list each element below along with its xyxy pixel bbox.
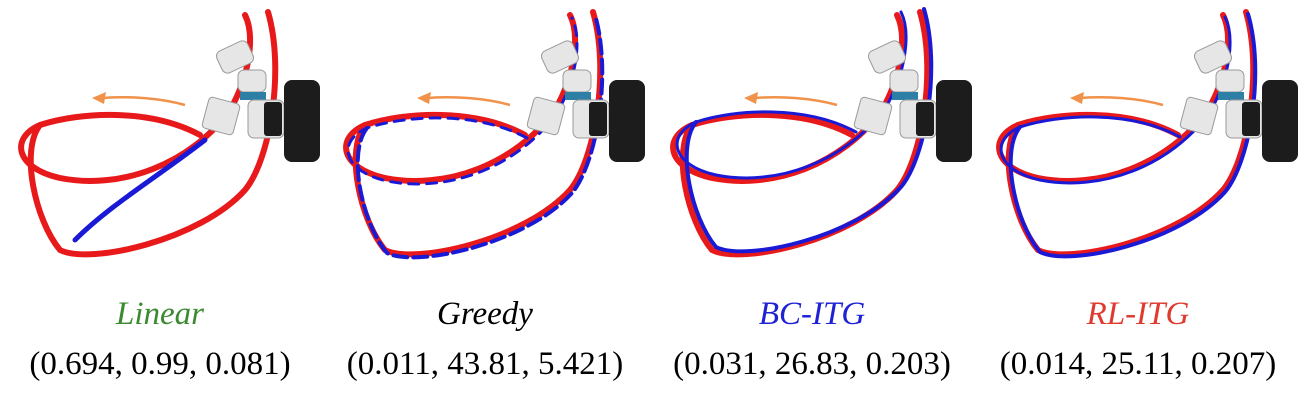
panel-rl-itg: RL-ITG (0.014, 25.11, 0.207): [978, 0, 1298, 404]
executed-trajectory-loop: [346, 16, 579, 186]
robot-gripper: [853, 96, 893, 136]
robot-base: [609, 80, 645, 162]
motion-arrowhead: [744, 92, 758, 104]
metrics-greedy: (0.011, 43.81, 5.421): [346, 346, 624, 382]
executed-trajectory-loop: [675, 10, 908, 180]
trajectory-render-bc-itg: [670, 7, 972, 258]
trajectory-render-linear: [18, 9, 320, 258]
metrics-rl-itg: (0.014, 25.11, 0.207): [999, 346, 1277, 382]
method-label-bc-itg: BC-ITG: [758, 296, 866, 332]
method-label-greedy: Greedy: [437, 296, 533, 332]
panel-greedy: Greedy (0.011, 43.81, 5.421): [325, 0, 645, 404]
motion-arrowhead: [1070, 92, 1084, 104]
robot-camera-lens: [916, 102, 934, 136]
metrics-linear: (0.694, 0.99, 0.081): [29, 346, 291, 382]
robot-joint: [892, 92, 918, 100]
trajectory-render-greedy: [343, 9, 645, 260]
motion-arrow: [101, 96, 186, 107]
robot-arm-icon: [201, 40, 320, 162]
motion-arrow: [1079, 96, 1164, 107]
robot-camera-lens: [589, 102, 607, 136]
robot-joint: [565, 92, 591, 100]
robot-link-upper: [1193, 40, 1233, 74]
robot-arm-icon: [526, 40, 645, 162]
motion-arrowhead: [92, 92, 106, 104]
executed-trajectory: [72, 137, 208, 243]
panel-bc-itg: BC-ITG (0.031, 26.83, 0.203): [652, 0, 972, 404]
panel-linear: Linear (0.694, 0.99, 0.081): [0, 0, 320, 404]
robot-arm-icon: [1179, 40, 1298, 162]
robot-gripper: [201, 96, 241, 136]
motion-arrow: [426, 96, 511, 107]
robot-arm-icon: [853, 40, 972, 162]
robot-base: [1262, 80, 1298, 162]
robot-camera-lens: [1242, 102, 1260, 136]
robot-link-mid: [1215, 69, 1245, 93]
robot-gripper: [1179, 96, 1219, 136]
robot-camera-lens: [264, 102, 282, 136]
robot-link-mid: [889, 69, 919, 93]
motion-arrow: [753, 96, 838, 107]
motion-arrowhead: [417, 92, 431, 104]
robot-link-upper: [867, 40, 907, 74]
trajectory-render-rl-itg: [996, 9, 1298, 259]
robot-joint: [1218, 92, 1244, 100]
method-label-linear: Linear: [115, 296, 204, 332]
method-label-rl-itg: RL-ITG: [1086, 296, 1190, 332]
robot-link-upper: [540, 40, 580, 74]
robot-link-upper: [215, 40, 255, 74]
metrics-bc-itg: (0.031, 26.83, 0.203): [673, 346, 951, 382]
robot-gripper: [526, 96, 566, 136]
robot-base: [936, 80, 972, 162]
robot-link-mid: [237, 69, 267, 93]
robot-base: [284, 80, 320, 162]
robot-link-mid: [562, 69, 592, 93]
robot-joint: [240, 92, 266, 100]
